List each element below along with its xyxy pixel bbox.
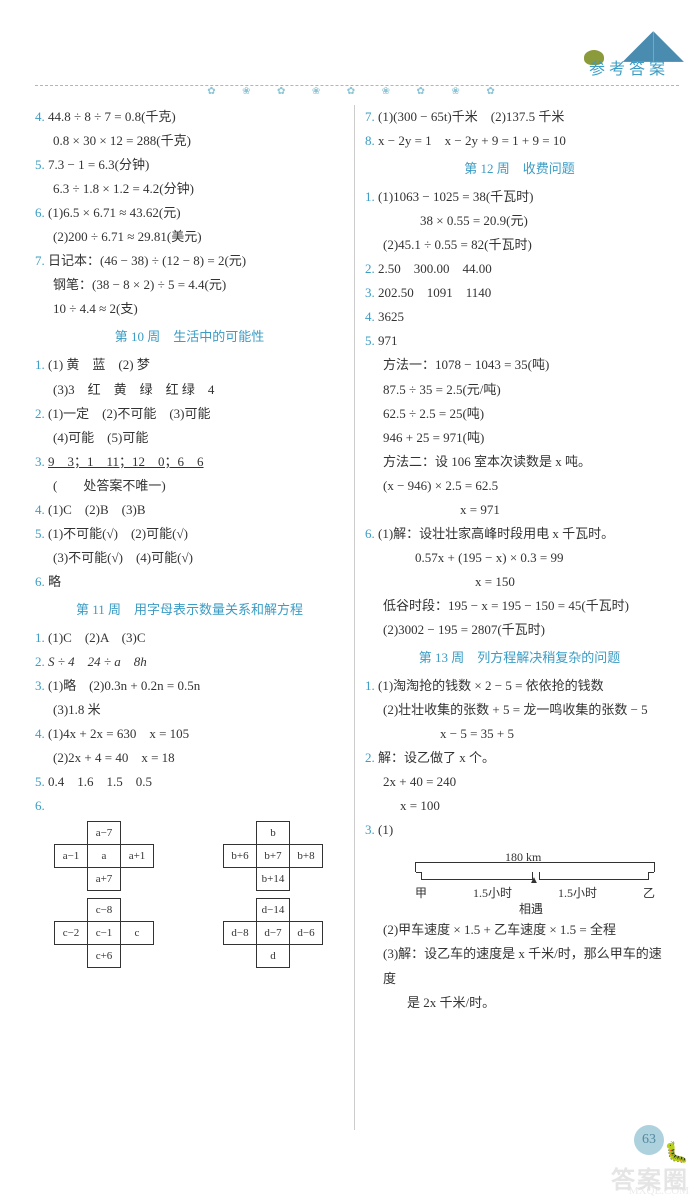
ans-5b: 6.3 ÷ 1.8 × 1.2 = 4.2(分钟) — [35, 177, 344, 201]
cross-table-a: a−7 a−1aa+1 a+7 — [55, 822, 154, 891]
w11-4a: (1)4x + 2x = 630 x = 105 — [48, 726, 189, 741]
diagram-jia: 甲 — [415, 882, 427, 904]
section-13-title: 第 13 周 列方程解决稍复杂的问题 — [365, 646, 674, 670]
diagram-meet: 相遇 — [519, 898, 543, 920]
ans-6b: (2)200 ÷ 6.71 ≈ 29.81(美元) — [35, 225, 344, 249]
w10-3b: ( 处答案不唯一) — [35, 474, 344, 498]
section-12-title: 第 12 周 收费问题 — [365, 157, 674, 181]
w12-1b: 38 × 0.55 = 20.9(元) — [365, 209, 674, 233]
w12-1c: (2)45.1 ÷ 0.55 = 82(千瓦时) — [365, 233, 674, 257]
page-number: 63 — [634, 1125, 664, 1155]
w12-5g: (x − 946) × 2.5 = 62.5 — [365, 474, 674, 498]
w11-1: (1)C (2)A (3)C — [48, 630, 146, 645]
distance-diagram: 180 km ▲ 甲 1.5小时 1.5小时 乙 相遇 — [415, 850, 655, 910]
decorative-border: ✿ ❀ ✿ ❀ ✿ ❀ ✿ ❀ ✿ — [35, 85, 679, 97]
watermark-url: MXQE.COM — [629, 1185, 689, 1197]
section-11-title: 第 11 周 用字母表示数量关系和解方程 — [35, 598, 344, 622]
diagram-t1: 1.5小时 — [473, 882, 512, 904]
w10-4: (1)C (2)B (3)B — [48, 502, 146, 517]
w11-2: S ÷ 4 24 ÷ a 8h — [48, 654, 147, 669]
cross-table-c: c−8 c−2c−1c c+6 — [55, 899, 154, 968]
w12-1a: (1)1063 − 1025 = 38(千瓦时) — [378, 189, 533, 204]
w11-4b: (2)2x + 4 = 40 x = 18 — [35, 746, 344, 770]
w12-2: 2.50 300.00 44.00 — [378, 261, 492, 276]
w12-5c: 87.5 ÷ 35 = 2.5(元/吨) — [365, 378, 674, 402]
w10-1b: (3)3 红 黄 绿 红 绿 4 — [35, 378, 344, 402]
right-column: 7. (1)(300 − 65t)千米 (2)137.5 千米 8. x − 2… — [365, 105, 674, 1130]
r8: x − 2y = 1 x − 2y + 9 = 1 + 9 = 10 — [378, 133, 566, 148]
w13-3b: (2)甲车速度 × 1.5 + 乙车速度 × 1.5 = 全程 — [365, 918, 674, 942]
w11-5: 0.4 1.6 1.5 0.5 — [48, 774, 152, 789]
w12-6d: 低谷时段：195 − x = 195 − 150 = 45(千瓦时) — [365, 594, 674, 618]
w10-3a: 9 3；1 11；12 0；6 6 — [48, 454, 204, 469]
ans-4b: 0.8 × 30 × 12 = 288(千克) — [35, 129, 344, 153]
diagram-yi: 乙 — [643, 882, 655, 904]
ans-6a: (1)6.5 × 6.71 ≈ 43.62(元) — [48, 205, 181, 220]
w12-5f: 方法二：设 106 室本次读数是 x 吨。 — [365, 450, 674, 474]
column-divider — [354, 105, 355, 1130]
w12-4: 3625 — [378, 309, 404, 324]
page-header: 参考答案 — [589, 55, 669, 79]
ans-7a: 日记本：(46 − 38) ÷ (12 − 8) = 2(元) — [48, 253, 246, 268]
w10-5a: (1)不可能(√) (2)可能(√) — [48, 526, 188, 541]
w12-6a: (1)解：设壮壮家高峰时段用电 x 千瓦时。 — [378, 526, 614, 541]
w13-3d: 是 2x 千米/时。 — [365, 991, 674, 1015]
w12-6b: 0.57x + (195 − x) × 0.3 = 99 — [365, 546, 674, 570]
w13-2b: 2x + 40 = 240 — [365, 770, 674, 794]
w10-6: 略 — [48, 574, 61, 589]
w13-1b: (2)壮壮收集的张数 + 5 = 龙一鸣收集的张数 − 5 — [365, 698, 674, 722]
w10-1a: (1) 黄 蓝 (2) 梦 — [48, 357, 150, 372]
w13-2c: x = 100 — [365, 794, 674, 818]
w13-2a: 解：设乙做了 x 个。 — [378, 750, 495, 765]
cross-table-d: d−14 d−8d−7d−6 d — [224, 899, 323, 968]
w10-2b: (4)可能 (5)可能 — [35, 426, 344, 450]
main-content: 4. 44.8 ÷ 8 ÷ 7 = 0.8(千克) 0.8 × 30 × 12 … — [35, 105, 674, 1130]
w10-5b: (3)不可能(√) (4)可能(√) — [35, 546, 344, 570]
w12-6c: x = 150 — [365, 570, 674, 594]
left-column: 4. 44.8 ÷ 8 ÷ 7 = 0.8(千克) 0.8 × 30 × 12 … — [35, 105, 344, 1130]
w11-3a: (1)略 (2)0.3n + 0.2n = 0.5n — [48, 678, 200, 693]
ans-5a: 7.3 − 1 = 6.3(分钟) — [48, 157, 149, 172]
w11-3b: (3)1.8 米 — [35, 698, 344, 722]
ans-4a: 44.8 ÷ 8 ÷ 7 = 0.8(千克) — [48, 109, 176, 124]
w13-3: (1) — [378, 822, 393, 837]
w13-1a: (1)淘淘抢的钱数 × 2 − 5 = 依依抢的钱数 — [378, 678, 604, 693]
w12-5h: x = 971 — [365, 498, 674, 522]
w12-6e: (2)3002 − 195 = 2807(千瓦时) — [365, 618, 674, 642]
diagram-t2: 1.5小时 — [558, 882, 597, 904]
cross-tables-row2: c−8 c−2c−1c c+6 d−14 d−8d−7d−6 d — [35, 895, 344, 972]
cross-table-b: b b+6b+7b+8 b+14 — [224, 822, 323, 891]
cross-tables-row1: a−7 a−1aa+1 a+7 b b+6b+7b+8 b+14 — [35, 818, 344, 895]
ans-7b: 钢笔：(38 − 8 × 2) ÷ 5 = 4.4(元) — [35, 273, 344, 297]
w13-3c: (3)解：设乙车的速度是 x 千米/时，那么甲车的速度 — [365, 942, 674, 990]
ans-7c: 10 ÷ 4.4 ≈ 2(支) — [35, 297, 344, 321]
w12-3: 202.50 1091 1140 — [378, 285, 491, 300]
header-title: 参考答案 — [589, 55, 669, 79]
w12-5a: 971 — [378, 333, 398, 348]
w12-5b: 方法一：1078 − 1043 = 35(吨) — [365, 353, 674, 377]
w12-5e: 946 + 25 = 971(吨) — [365, 426, 674, 450]
w12-5d: 62.5 ÷ 2.5 = 25(吨) — [365, 402, 674, 426]
r7: (1)(300 − 65t)千米 (2)137.5 千米 — [378, 109, 564, 124]
w13-1c: x − 5 = 35 + 5 — [365, 722, 674, 746]
section-10-title: 第 10 周 生活中的可能性 — [35, 325, 344, 349]
w10-2a: (1)一定 (2)不可能 (3)可能 — [48, 406, 210, 421]
